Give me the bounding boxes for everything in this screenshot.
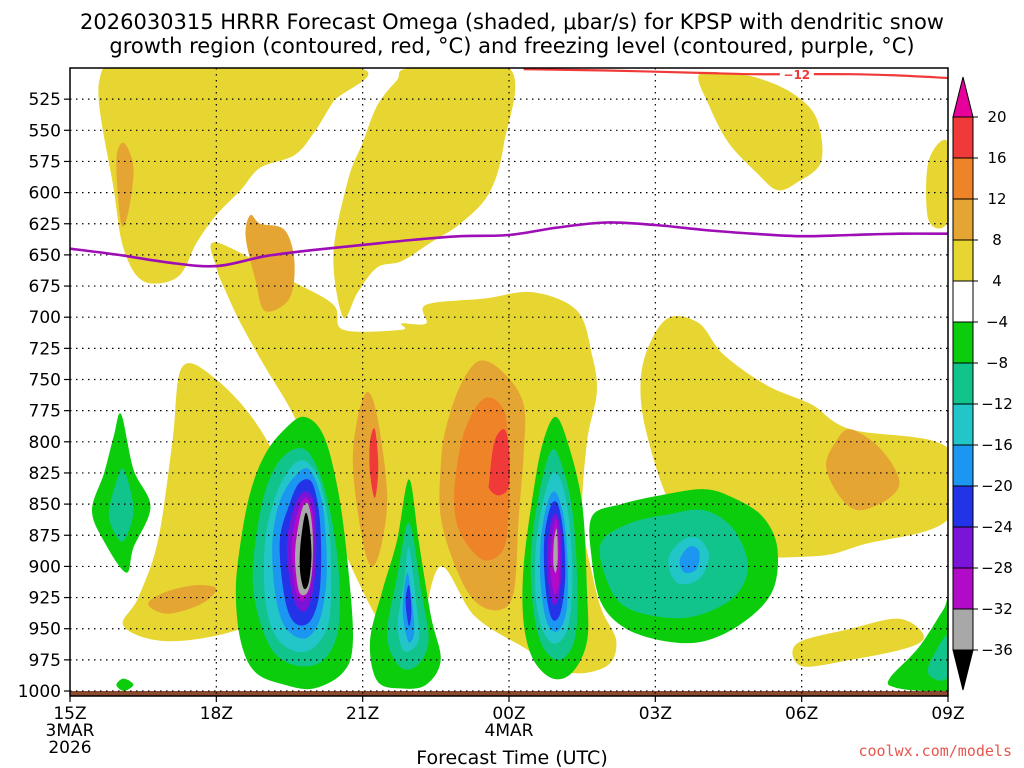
colorbar-segment-1 xyxy=(952,116,974,159)
y-tick-label-550: 550 xyxy=(29,121,61,141)
y-tick-label-975: 975 xyxy=(29,651,61,671)
omega-region-red-central xyxy=(488,429,510,496)
omega-region-red-stripe-left xyxy=(369,428,379,498)
x-tick-label-21Z: 21Z xyxy=(346,704,379,724)
y-tick-label-950: 950 xyxy=(29,620,61,640)
omega-region-black-vortex1 xyxy=(299,512,312,590)
x-tick-sublabel-4MAR: 4MAR xyxy=(485,721,534,741)
y-tick-label-850: 850 xyxy=(29,495,61,515)
chart-title-line2: growth region (contoured, red, °C) and f… xyxy=(109,34,914,58)
y-tick-label-775: 775 xyxy=(29,402,61,422)
y-tick-label-800: 800 xyxy=(29,433,61,453)
dgz-contour-line xyxy=(523,68,948,80)
colorbar-segment-13 xyxy=(952,608,974,651)
x-axis-label: Forecast Time (UTC) xyxy=(416,747,607,768)
x-tick-label-09Z: 09Z xyxy=(931,704,964,724)
grid-lines xyxy=(70,68,948,696)
colorbar-label-11: −28 xyxy=(981,559,1013,577)
colorbar-label-10: −24 xyxy=(981,518,1013,536)
y-tick-label-1000: 1000 xyxy=(18,682,61,702)
colorbar-label-3: 8 xyxy=(992,231,1002,249)
omega-region-green-bottom-left-dot xyxy=(116,678,134,691)
colorbar-segment-5 xyxy=(952,280,974,323)
omega-region-orange-upper-left-finger xyxy=(116,142,134,227)
credit-text: coolwx.com/models xyxy=(858,742,1012,760)
colorbar-label-5: −4 xyxy=(986,313,1008,331)
omega-region-yellow-bottom-right xyxy=(792,618,924,667)
y-tick-label-525: 525 xyxy=(29,90,61,110)
omega-region-yellow-upper-right xyxy=(333,68,516,319)
omega-region-orange-lower-left xyxy=(148,585,217,614)
x-tick-label-15Z: 15Z xyxy=(53,704,86,724)
colorbar-segment-8 xyxy=(952,403,974,446)
colorbar-label-7: −12 xyxy=(981,395,1013,413)
x-tick-label-06Z: 06Z xyxy=(785,704,818,724)
y-tick-label-875: 875 xyxy=(29,526,61,546)
y-tick-label-925: 925 xyxy=(29,589,61,609)
dgz-contour-label: −12 xyxy=(783,68,810,82)
omega-region-yellow-upper-mid-right xyxy=(698,71,823,191)
freezing-level-line xyxy=(70,221,948,268)
surface-ground xyxy=(70,691,948,696)
y-tick-label-625: 625 xyxy=(29,215,61,235)
colorbar-label-4: 4 xyxy=(992,272,1002,290)
colorbar-segment-9 xyxy=(952,444,974,487)
contour-lines: −12 xyxy=(70,68,948,268)
colorbar-label-13: −36 xyxy=(981,641,1013,659)
omega-region-teal-bottom-right xyxy=(927,634,948,681)
chart-title-line1: 2026030315 HRRR Forecast Omega (shaded, … xyxy=(80,10,944,34)
omega-region-orange-left-central xyxy=(352,392,388,567)
omega-region-yellow-right-top xyxy=(926,139,948,229)
colorbar-segment-11 xyxy=(952,526,974,569)
colorbar-label-8: −16 xyxy=(981,436,1013,454)
y-tick-label-900: 900 xyxy=(29,557,61,577)
colorbar-label-1: 16 xyxy=(987,149,1006,167)
omega-region-orange-right xyxy=(826,429,900,511)
x-tick-label-03Z: 03Z xyxy=(639,704,672,724)
y-tick-label-825: 825 xyxy=(29,464,61,484)
y-tick-label-575: 575 xyxy=(29,152,61,172)
colorbar-segment-12 xyxy=(952,567,974,610)
x-tick-sublabel-2026: 2026 xyxy=(48,738,91,758)
colorbar-label-12: −32 xyxy=(981,600,1013,618)
colorbar-label-0: 20 xyxy=(987,108,1006,126)
colorbar-segment-6 xyxy=(952,321,974,364)
x-tick-label-00Z: 00Z xyxy=(492,704,525,724)
y-tick-label-725: 725 xyxy=(29,339,61,359)
y-tick-label-675: 675 xyxy=(29,277,61,297)
y-tick-label-750: 750 xyxy=(29,371,61,391)
colorbar-bottom-arrow xyxy=(952,649,974,691)
dgz-label-bg xyxy=(779,68,814,81)
colorbar-label-9: −20 xyxy=(981,477,1013,495)
colorbar: 20 16 12 8 4 −4 −8 −12 −16 −20 −24 −28 −32 −36 xyxy=(952,76,1013,691)
colorbar-label-6: −8 xyxy=(986,354,1008,372)
omega-region-yellow-upper-left xyxy=(98,68,369,284)
omega-region-darkblue-vortex2 xyxy=(405,584,412,627)
colorbar-segment-10 xyxy=(952,485,974,528)
omega-shading xyxy=(70,68,948,696)
colorbar-top-arrow xyxy=(952,76,974,118)
y-tick-label-650: 650 xyxy=(29,246,61,266)
y-axis: 525 550 575 600 625 650 675 700 725 750 775 800 825 8… xyxy=(18,90,70,702)
omega-region-teal-left-small xyxy=(108,468,134,542)
colorbar-segment-4 xyxy=(952,239,974,282)
omega-region-orange-upper-mid xyxy=(245,214,295,312)
y-tick-label-700: 700 xyxy=(29,308,61,328)
x-tick-sublabel-3MAR: 3MAR xyxy=(46,721,95,741)
y-tick-label-600: 600 xyxy=(29,184,61,204)
colorbar-segment-7 xyxy=(952,362,974,405)
colorbar-segment-3 xyxy=(952,198,974,241)
x-tick-label-18Z: 18Z xyxy=(200,704,233,724)
colorbar-label-2: 12 xyxy=(987,190,1006,208)
omega-region-gray-vortex3 xyxy=(553,528,558,573)
colorbar-segment-2 xyxy=(952,157,974,200)
